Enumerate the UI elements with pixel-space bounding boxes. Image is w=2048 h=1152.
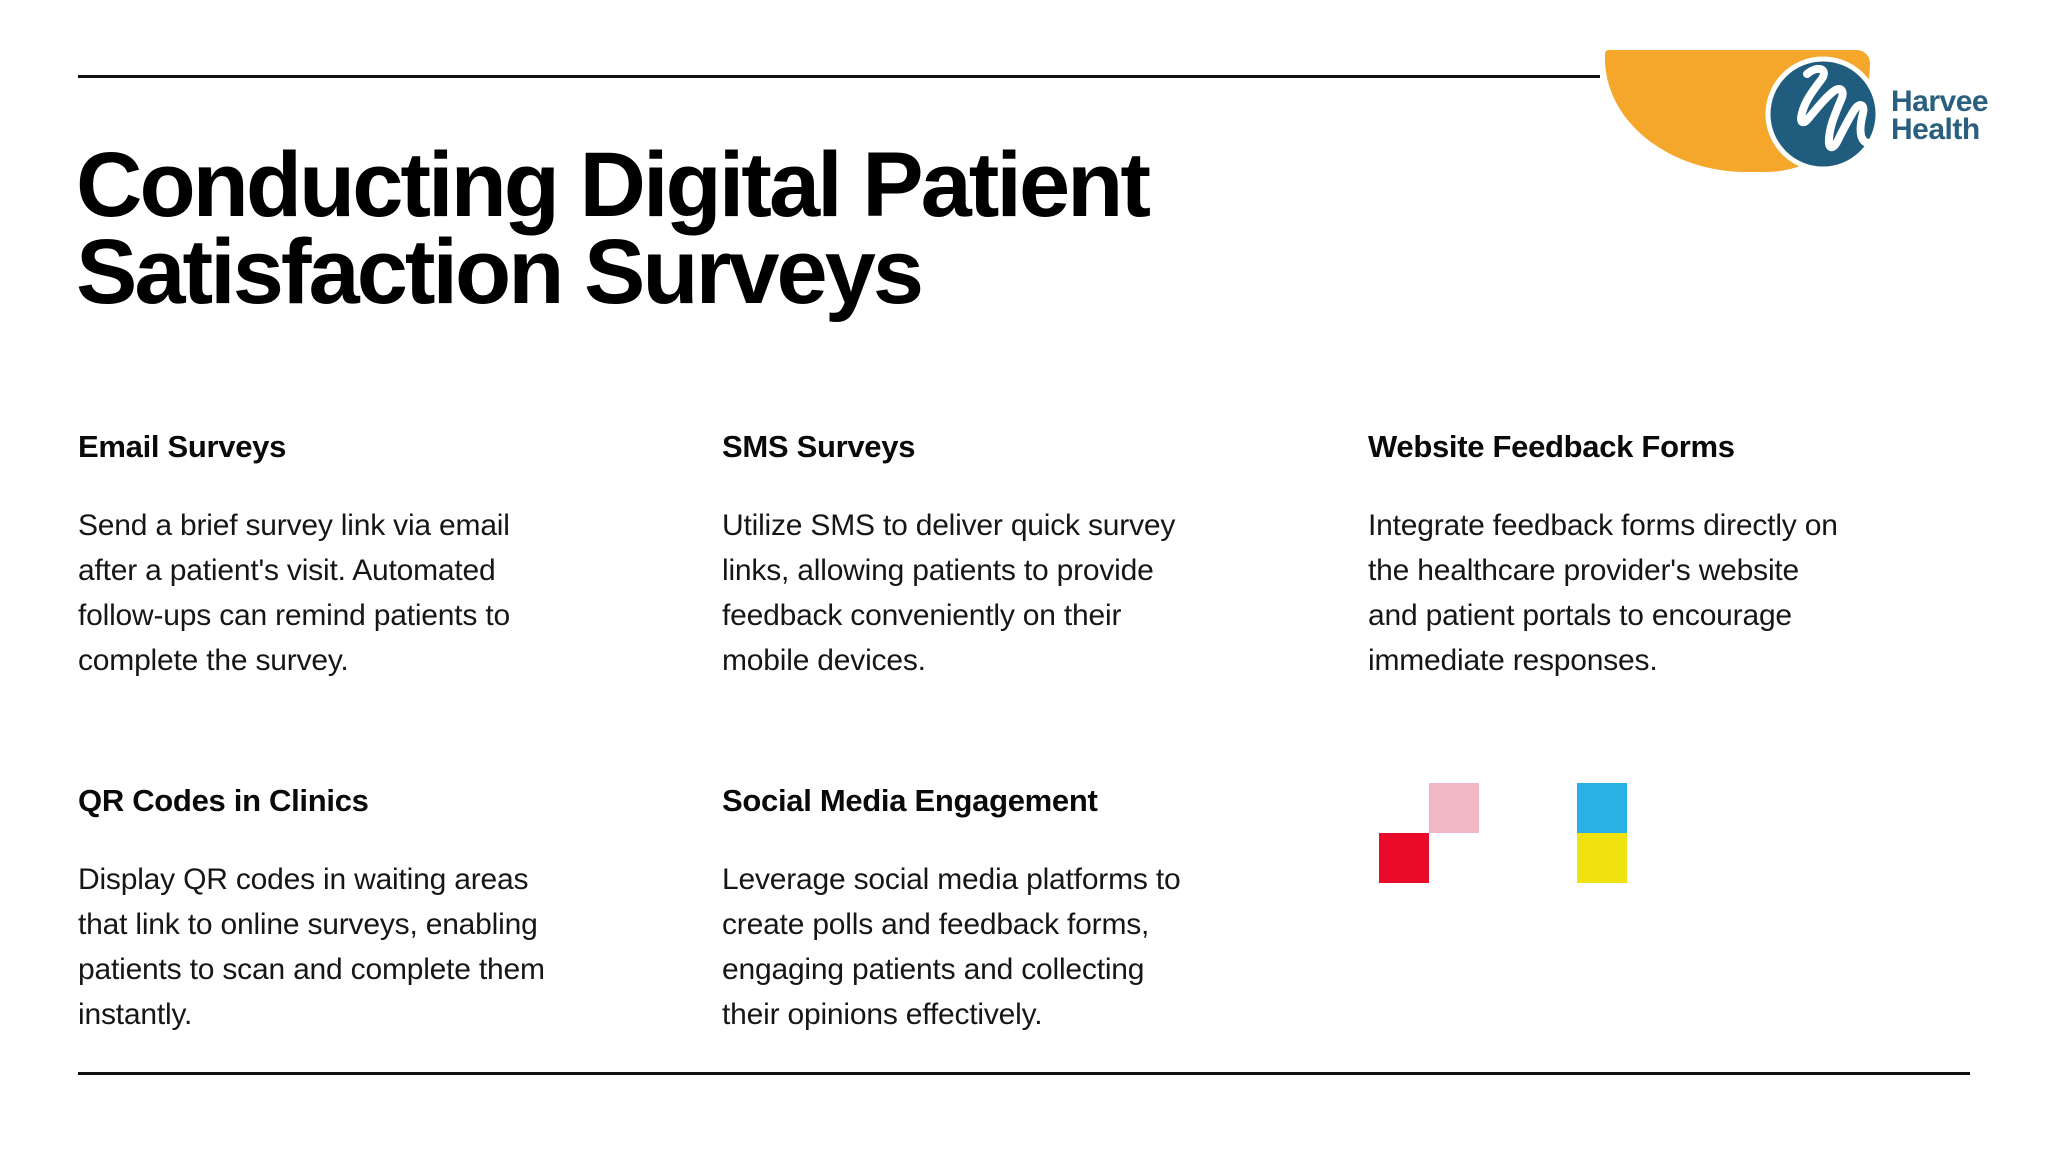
card-body: Display QR codes in waiting areas that l… — [78, 863, 545, 1031]
pink-square — [1429, 783, 1479, 833]
page-title: Conducting Digital Patient Satisfaction … — [76, 133, 1151, 323]
card-body: Send a brief survey link via email after… — [78, 509, 510, 677]
script-w-pulse-icon — [1765, 56, 1881, 172]
card-body: Integrate feedback forms directly on the… — [1368, 509, 1838, 677]
card-body: Utilize SMS to deliver quick survey link… — [722, 509, 1176, 677]
page-title-line-2: Satisfaction Surveys — [76, 220, 924, 323]
card-website-feedback-forms: Website Feedback Forms Integrate feedbac… — [1368, 425, 1838, 683]
card-heading: Social Media Engagement — [722, 783, 1098, 818]
logo-wordmark-line-2: Health — [1891, 113, 1980, 146]
card-heading: Email Surveys — [78, 429, 287, 464]
blue-square — [1577, 783, 1627, 833]
card-heading: Website Feedback Forms — [1368, 429, 1735, 464]
top-divider-line — [78, 75, 1600, 78]
logo-wordmark: Harvee Health — [1891, 85, 1989, 146]
card-qr-codes-in-clinics: QR Codes in Clinics Display QR codes in … — [78, 779, 548, 1037]
harvee-health-logo: Harvee Health — [1605, 48, 2025, 183]
card-social-media-engagement: Social Media Engagement Leverage social … — [722, 779, 1192, 1037]
card-heading: SMS Surveys — [722, 429, 916, 464]
card-heading: QR Codes in Clinics — [78, 783, 369, 818]
yellow-square — [1577, 833, 1627, 883]
bottom-divider-line — [78, 1072, 1970, 1075]
card-sms-surveys: SMS Surveys Utilize SMS to deliver quick… — [722, 425, 1192, 683]
page-title-line-1: Conducting Digital Patient — [76, 133, 1151, 236]
decorative-squares — [1368, 779, 1668, 889]
red-square — [1379, 833, 1429, 883]
card-email-surveys: Email Surveys Send a brief survey link v… — [78, 425, 548, 683]
card-body: Leverage social media platforms to creat… — [722, 863, 1181, 1031]
logo-wordmark-line-1: Harvee — [1891, 85, 1989, 118]
